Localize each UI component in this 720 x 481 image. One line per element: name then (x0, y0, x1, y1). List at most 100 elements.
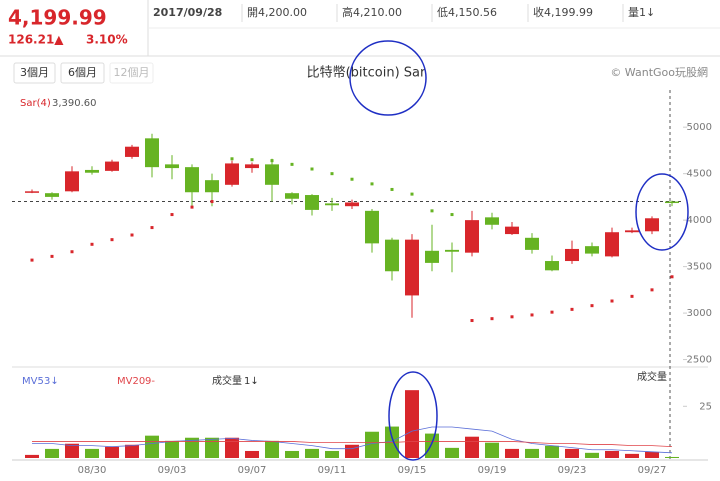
x-tick-label: 09/23 (558, 465, 587, 476)
volume-bar (485, 442, 499, 458)
volume-bar (325, 450, 339, 458)
candle-body (405, 239, 419, 296)
sar-dot (610, 299, 614, 303)
legend-volume-value: 1↓ (244, 376, 259, 387)
sar-dot (30, 258, 34, 262)
candle-body (565, 248, 579, 262)
sar-dot (570, 307, 574, 311)
candle-body (465, 220, 479, 253)
open: 開4,200.00 (247, 6, 307, 19)
volume-bar (625, 453, 639, 458)
sar-dot (110, 238, 114, 242)
panel-title: 成交量 (637, 370, 667, 383)
candle-body (265, 164, 279, 185)
sar-dot (510, 315, 514, 319)
annotation-circle (349, 40, 427, 116)
candle-body (25, 191, 39, 193)
candle-body (185, 167, 199, 193)
x-tick-label: 08/30 (78, 465, 107, 476)
volume-bar (445, 447, 459, 458)
sar-dot (590, 304, 594, 308)
sar-dot (350, 177, 354, 181)
candle-body (525, 237, 539, 250)
annotation-circle (635, 173, 689, 251)
volume-bar (105, 446, 119, 458)
sar-dot (210, 200, 214, 204)
volume: 量1↓ (628, 6, 655, 19)
candle-body (485, 217, 499, 225)
sar-dot (650, 288, 654, 292)
candle-body (205, 180, 219, 193)
y-tick-label: 4500 (687, 169, 712, 180)
candle-body (665, 201, 679, 204)
y-tick-label: 2500 (687, 355, 712, 366)
sar-dot (150, 226, 154, 230)
change-pct: 3.10% (86, 33, 128, 47)
volume-bar (65, 443, 79, 458)
candle-body (305, 195, 319, 210)
volume-bar (265, 440, 279, 458)
volume-bar (465, 436, 479, 458)
candle-body (505, 226, 519, 235)
legend-mv20-value: 9- (145, 376, 155, 387)
candle-body (365, 210, 379, 244)
legend-sar-value: 3,390.60 (52, 98, 97, 109)
sar-dot (390, 187, 394, 191)
sar-dot (190, 205, 194, 209)
sar-dot (50, 254, 54, 258)
y-tick-label: 3000 (687, 308, 712, 319)
x-tick-label: 09/19 (478, 465, 507, 476)
candle-body (105, 161, 119, 171)
ma-line (32, 441, 673, 448)
legend-mv5-value: 3↓ (44, 376, 59, 387)
candle-body (225, 163, 239, 185)
volume-bar (145, 435, 159, 458)
candle-body (345, 202, 359, 207)
range-button[interactable] (60, 62, 105, 84)
candle-body (85, 169, 99, 173)
sar-dot (410, 192, 414, 196)
sar-dot (250, 158, 254, 162)
candle-body (145, 138, 159, 168)
sar-dot (170, 213, 174, 217)
range-button-label[interactable]: 3個月 (20, 66, 49, 79)
range-button-label[interactable]: 6個月 (68, 66, 97, 79)
ma-line (32, 426, 673, 454)
volume-bar (205, 437, 219, 458)
sar-dot (130, 233, 134, 237)
volume-bar (425, 433, 439, 458)
volume-bar (545, 445, 559, 458)
candle-body (385, 239, 399, 272)
plot: 2500 3000 3500 4000 4500 5000 25 08/30 09/03 09/0… (12, 122, 712, 476)
y-tick-label: 25 (699, 401, 712, 412)
range-button[interactable] (13, 62, 56, 84)
sar-dot (450, 213, 454, 217)
sar-dot (70, 250, 74, 254)
candle-body (285, 193, 299, 199)
candle-body (605, 232, 619, 257)
x-tick-label: 09/27 (638, 465, 667, 476)
candle-body (425, 250, 439, 263)
annotation-circle (388, 371, 438, 461)
close: 收4,199.99 (533, 5, 593, 19)
candle-body (445, 249, 459, 252)
x-tick-label: 09/11 (318, 465, 347, 476)
volume-bar (405, 390, 419, 458)
candle-body (585, 246, 599, 254)
volume-bar (165, 440, 179, 458)
x-tick-label: 09/15 (398, 465, 427, 476)
sar-dot (90, 242, 94, 246)
volume-bar (245, 450, 259, 458)
candle-body (245, 164, 259, 169)
volume-bar (365, 431, 379, 458)
sar-dot (470, 319, 474, 323)
volume-bar (605, 450, 619, 458)
change: 126.21▲ (8, 33, 64, 47)
sar-dot (550, 310, 554, 314)
volume-bar (125, 444, 139, 458)
candle-body (65, 171, 79, 192)
legend-volume: 成交量 (212, 374, 242, 387)
sar-dot (370, 182, 374, 186)
